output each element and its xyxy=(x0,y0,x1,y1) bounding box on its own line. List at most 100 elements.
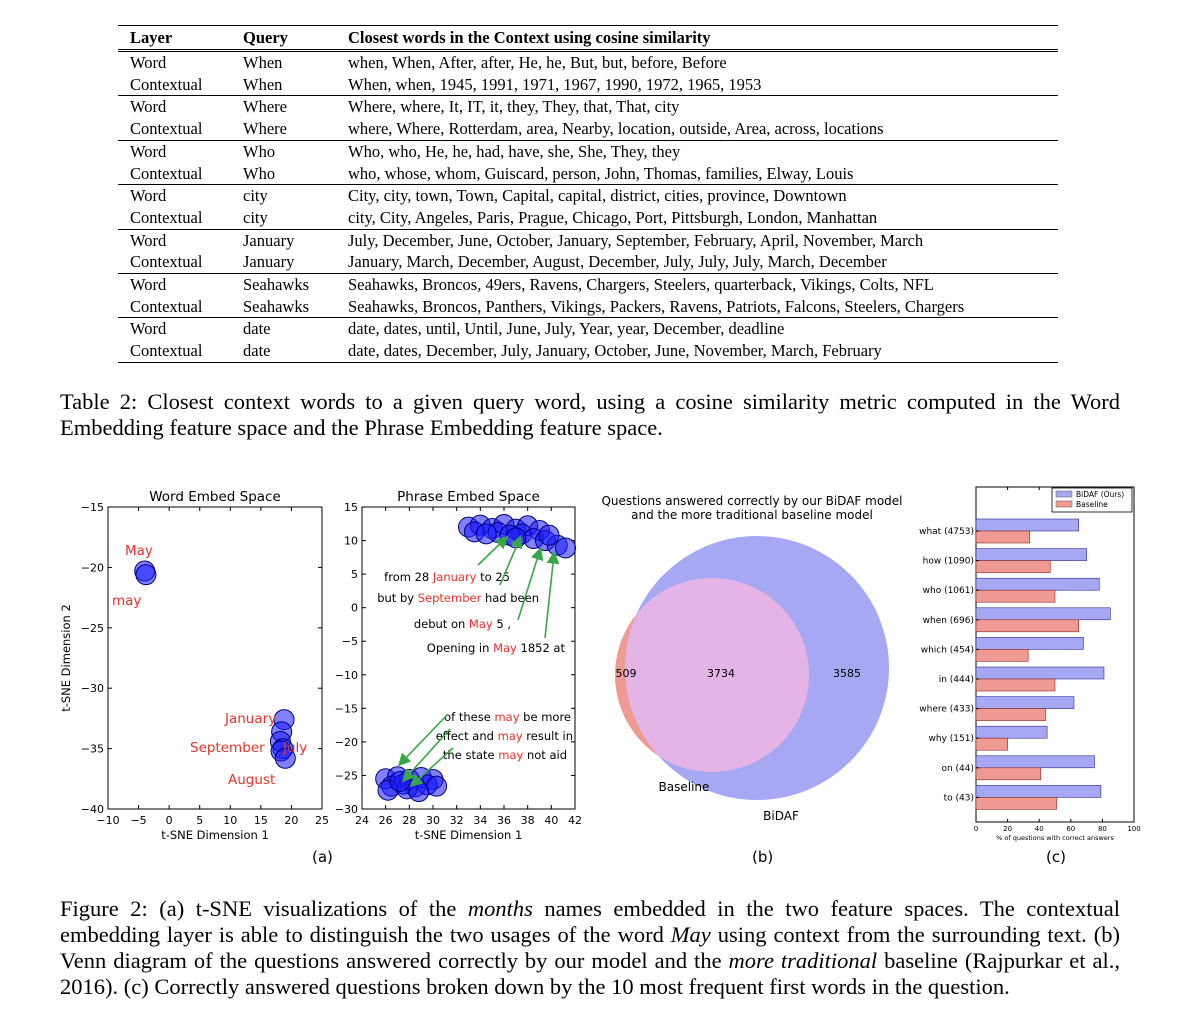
table-row: Contextual Who who, whose, whom, Guiscard,… xyxy=(118,163,1058,185)
closest-words-cell: Seahawks, Broncos, 49ers, Ravens, Charge… xyxy=(348,275,934,295)
y-tick-label: 5 xyxy=(351,568,358,581)
table-row: Contextual date date, dates, December, Jul… xyxy=(118,340,1058,362)
x-tick-label: 0 xyxy=(974,825,978,833)
phrase-label: effect and may result in xyxy=(436,729,573,743)
y-tick-label: −25 xyxy=(335,769,358,782)
arrow xyxy=(544,550,560,639)
query-cell: January xyxy=(243,252,295,272)
closest-words-cell: where, Where, Rotterdam, area, Nearby, l… xyxy=(348,119,884,139)
layer-cell: Word xyxy=(130,97,167,117)
arrow xyxy=(499,535,523,586)
figure-caption-text: (a) t-SNE visualizations of the months n… xyxy=(60,896,1121,999)
closest-words-cell: Where, where, It, IT, it, they, They, th… xyxy=(348,97,680,117)
category-label: when (696) xyxy=(923,616,974,626)
query-cell: city xyxy=(243,186,268,206)
phrase-label: of these may be more xyxy=(444,710,571,724)
table-caption-text: Closest context words to a given query w… xyxy=(60,389,1120,440)
data-point xyxy=(538,524,560,546)
closest-words-cell: Who, who, He, he, had, have, she, She, T… xyxy=(348,141,681,161)
layer-cell: Word xyxy=(130,53,167,72)
table-row: Word January July, December, June, October… xyxy=(118,229,1058,251)
subfig-label-c: (c) xyxy=(1046,848,1066,866)
word-label: September xyxy=(190,740,265,756)
bidaf-bar xyxy=(975,785,1102,798)
phrase-embed-axes xyxy=(361,506,576,810)
table-row: Contextual January January, March, Decembe… xyxy=(118,251,1058,273)
phrase-embed-title: Phrase Embed Space xyxy=(397,489,540,505)
bidaf-bar xyxy=(975,696,1075,709)
phrase-part: may xyxy=(498,748,523,762)
layer-cell: Contextual xyxy=(130,207,203,227)
category-label: why (151) xyxy=(929,734,974,744)
results-table: Layer Query Closest words in the Context… xyxy=(118,25,1058,363)
bidaf-bar xyxy=(975,548,1087,561)
baseline-bar xyxy=(975,797,1057,810)
bidaf-bar xyxy=(975,518,1079,532)
table-row: Word Who Who, who, He, he, had, have, she,… xyxy=(118,140,1058,162)
venn-title: Questions answered correctly by our BiDA… xyxy=(601,494,902,508)
layer-cell: Contextual xyxy=(130,341,203,361)
closest-words-cell: January, March, December, August, Decemb… xyxy=(348,252,887,272)
x-tick-label: −10 xyxy=(96,814,119,827)
baseline-bar xyxy=(975,619,1079,633)
y-tick-label: −30 xyxy=(81,682,104,695)
closest-words-cell: Seahawks, Broncos, Panthers, Vikings, Pa… xyxy=(348,296,965,316)
query-cell: city xyxy=(243,207,268,227)
data-point xyxy=(389,770,411,792)
table-group: Word Where Where, where, It, IT, it, they,… xyxy=(118,95,1058,140)
query-cell: Who xyxy=(243,141,276,161)
y-tick-label: 10 xyxy=(344,535,358,548)
word-embed-title: Word Embed Space xyxy=(149,489,281,505)
data-point xyxy=(274,747,296,769)
x-tick-label: 34 xyxy=(473,814,487,827)
x-tick-label: 20 xyxy=(1003,825,1012,833)
x-tick-label: 38 xyxy=(521,814,535,827)
venn-label-bidaf: BiDAF xyxy=(763,809,799,823)
table-caption-label: Table 2: xyxy=(60,389,138,414)
x-tick-label: 28 xyxy=(402,814,416,827)
x-tick-label: 26 xyxy=(379,814,393,827)
y-axis-label: t-SNE Dimension 2 xyxy=(59,604,73,712)
query-cell: date xyxy=(243,319,271,339)
table-group: Word When when, When, After, after, He, he… xyxy=(118,50,1058,96)
table-row: Word When when, When, After, after, He, he… xyxy=(118,51,1058,74)
x-axis-label: % of questions with correct answers xyxy=(996,834,1114,842)
table-group: Word Who Who, who, He, he, had, have, she,… xyxy=(118,140,1058,184)
word-label: May xyxy=(125,543,153,559)
query-cell: Where xyxy=(243,119,287,139)
query-cell: Who xyxy=(243,163,276,183)
layer-cell: Contextual xyxy=(130,163,203,183)
closest-words-cell: who, whose, whom, Guiscard, person, John… xyxy=(348,163,854,183)
x-tick-label: 20 xyxy=(284,814,298,827)
bidaf-bar xyxy=(975,607,1111,621)
header-closest-words: Closest words in the Context using cosin… xyxy=(336,25,1058,52)
legend-swatch xyxy=(1055,500,1073,508)
table-header-row: Layer Query Closest words in the Context… xyxy=(118,25,1058,52)
phrase-part: the state xyxy=(443,748,498,762)
x-tick-label: 60 xyxy=(1066,825,1075,833)
x-tick-label: 100 xyxy=(1127,825,1140,833)
y-tick-label: −40 xyxy=(81,803,104,816)
x-tick-label: 5 xyxy=(196,814,203,827)
legend-label: BiDAF (Ours) xyxy=(1076,490,1124,499)
bidaf-bar xyxy=(975,577,1100,591)
bidaf-bar xyxy=(975,637,1084,650)
baseline-bar xyxy=(975,589,1056,603)
arrow xyxy=(409,747,454,788)
layer-cell: Word xyxy=(130,141,167,161)
y-tick-label: −15 xyxy=(81,501,104,514)
phrase-part: be more xyxy=(520,710,571,724)
y-tick-label: −20 xyxy=(81,561,104,574)
arrow xyxy=(401,728,451,783)
data-point xyxy=(555,537,577,559)
arrow xyxy=(477,535,509,566)
word-label: January xyxy=(224,711,276,727)
arrow xyxy=(517,546,544,621)
baseline-bar xyxy=(975,767,1042,781)
closest-words-cell: when, When, After, after, He, he, But, b… xyxy=(348,53,727,72)
closest-words-cell: When, when, 1945, 1991, 1971, 1967, 1990… xyxy=(348,74,762,94)
bidaf-bar xyxy=(975,755,1095,769)
bidaf-bar xyxy=(975,725,1048,739)
category-label: on (44) xyxy=(941,764,974,774)
y-tick-label: −30 xyxy=(335,803,358,816)
